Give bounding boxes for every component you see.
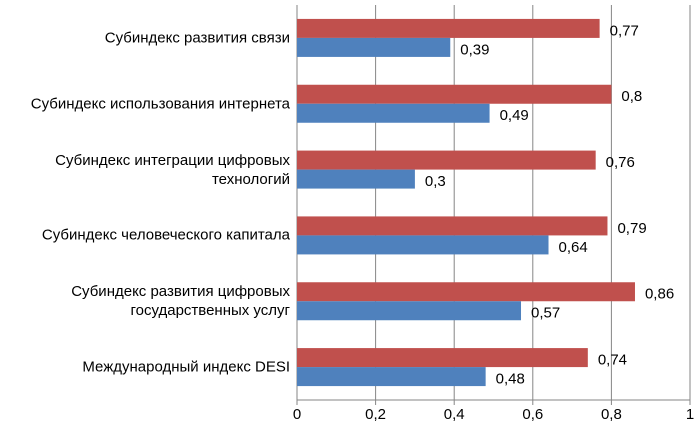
data-label: 0,48 bbox=[496, 371, 525, 388]
x-tick-label: 0 bbox=[293, 406, 301, 423]
y-tick-label: Субиндекс использования интернета bbox=[30, 95, 290, 113]
data-label: 0,86 bbox=[645, 286, 674, 303]
bar bbox=[297, 367, 486, 387]
bar bbox=[297, 18, 600, 38]
y-tick-label: Субиндекс интеграции цифровых технологий bbox=[55, 151, 290, 188]
bar bbox=[297, 37, 451, 57]
bar bbox=[297, 301, 522, 321]
bar bbox=[297, 103, 490, 123]
data-label: 0,57 bbox=[531, 305, 560, 322]
x-tick-label: 1 bbox=[686, 406, 694, 423]
y-tick-label: Субиндекс человеческого капитала bbox=[41, 226, 290, 244]
bar bbox=[297, 169, 415, 189]
bar bbox=[297, 216, 608, 236]
x-tick-label: 0,8 bbox=[601, 406, 622, 423]
data-label: 0,74 bbox=[598, 352, 627, 369]
data-label: 0,49 bbox=[500, 107, 529, 124]
data-label: 0,64 bbox=[559, 239, 588, 256]
data-label: 0,3 bbox=[425, 173, 446, 190]
x-tick-label: 0,6 bbox=[522, 406, 543, 423]
bar bbox=[297, 282, 635, 302]
bar bbox=[297, 84, 612, 104]
y-tick-label: Международный индекс DESI bbox=[82, 358, 290, 376]
x-tick-label: 0,2 bbox=[365, 406, 386, 423]
data-label: 0,76 bbox=[606, 154, 635, 171]
y-tick-label: Субиндекс развития связи bbox=[104, 29, 290, 47]
data-label: 0,77 bbox=[610, 22, 639, 39]
data-label: 0,79 bbox=[617, 220, 646, 237]
bar bbox=[297, 150, 596, 170]
x-tick-label: 0,4 bbox=[444, 406, 465, 423]
y-tick-label: Субиндекс развития цифровых государствен… bbox=[71, 283, 290, 320]
data-label: 0,8 bbox=[621, 88, 642, 105]
data-label: 0,39 bbox=[460, 41, 489, 58]
bar bbox=[297, 235, 549, 255]
bar bbox=[297, 348, 588, 368]
